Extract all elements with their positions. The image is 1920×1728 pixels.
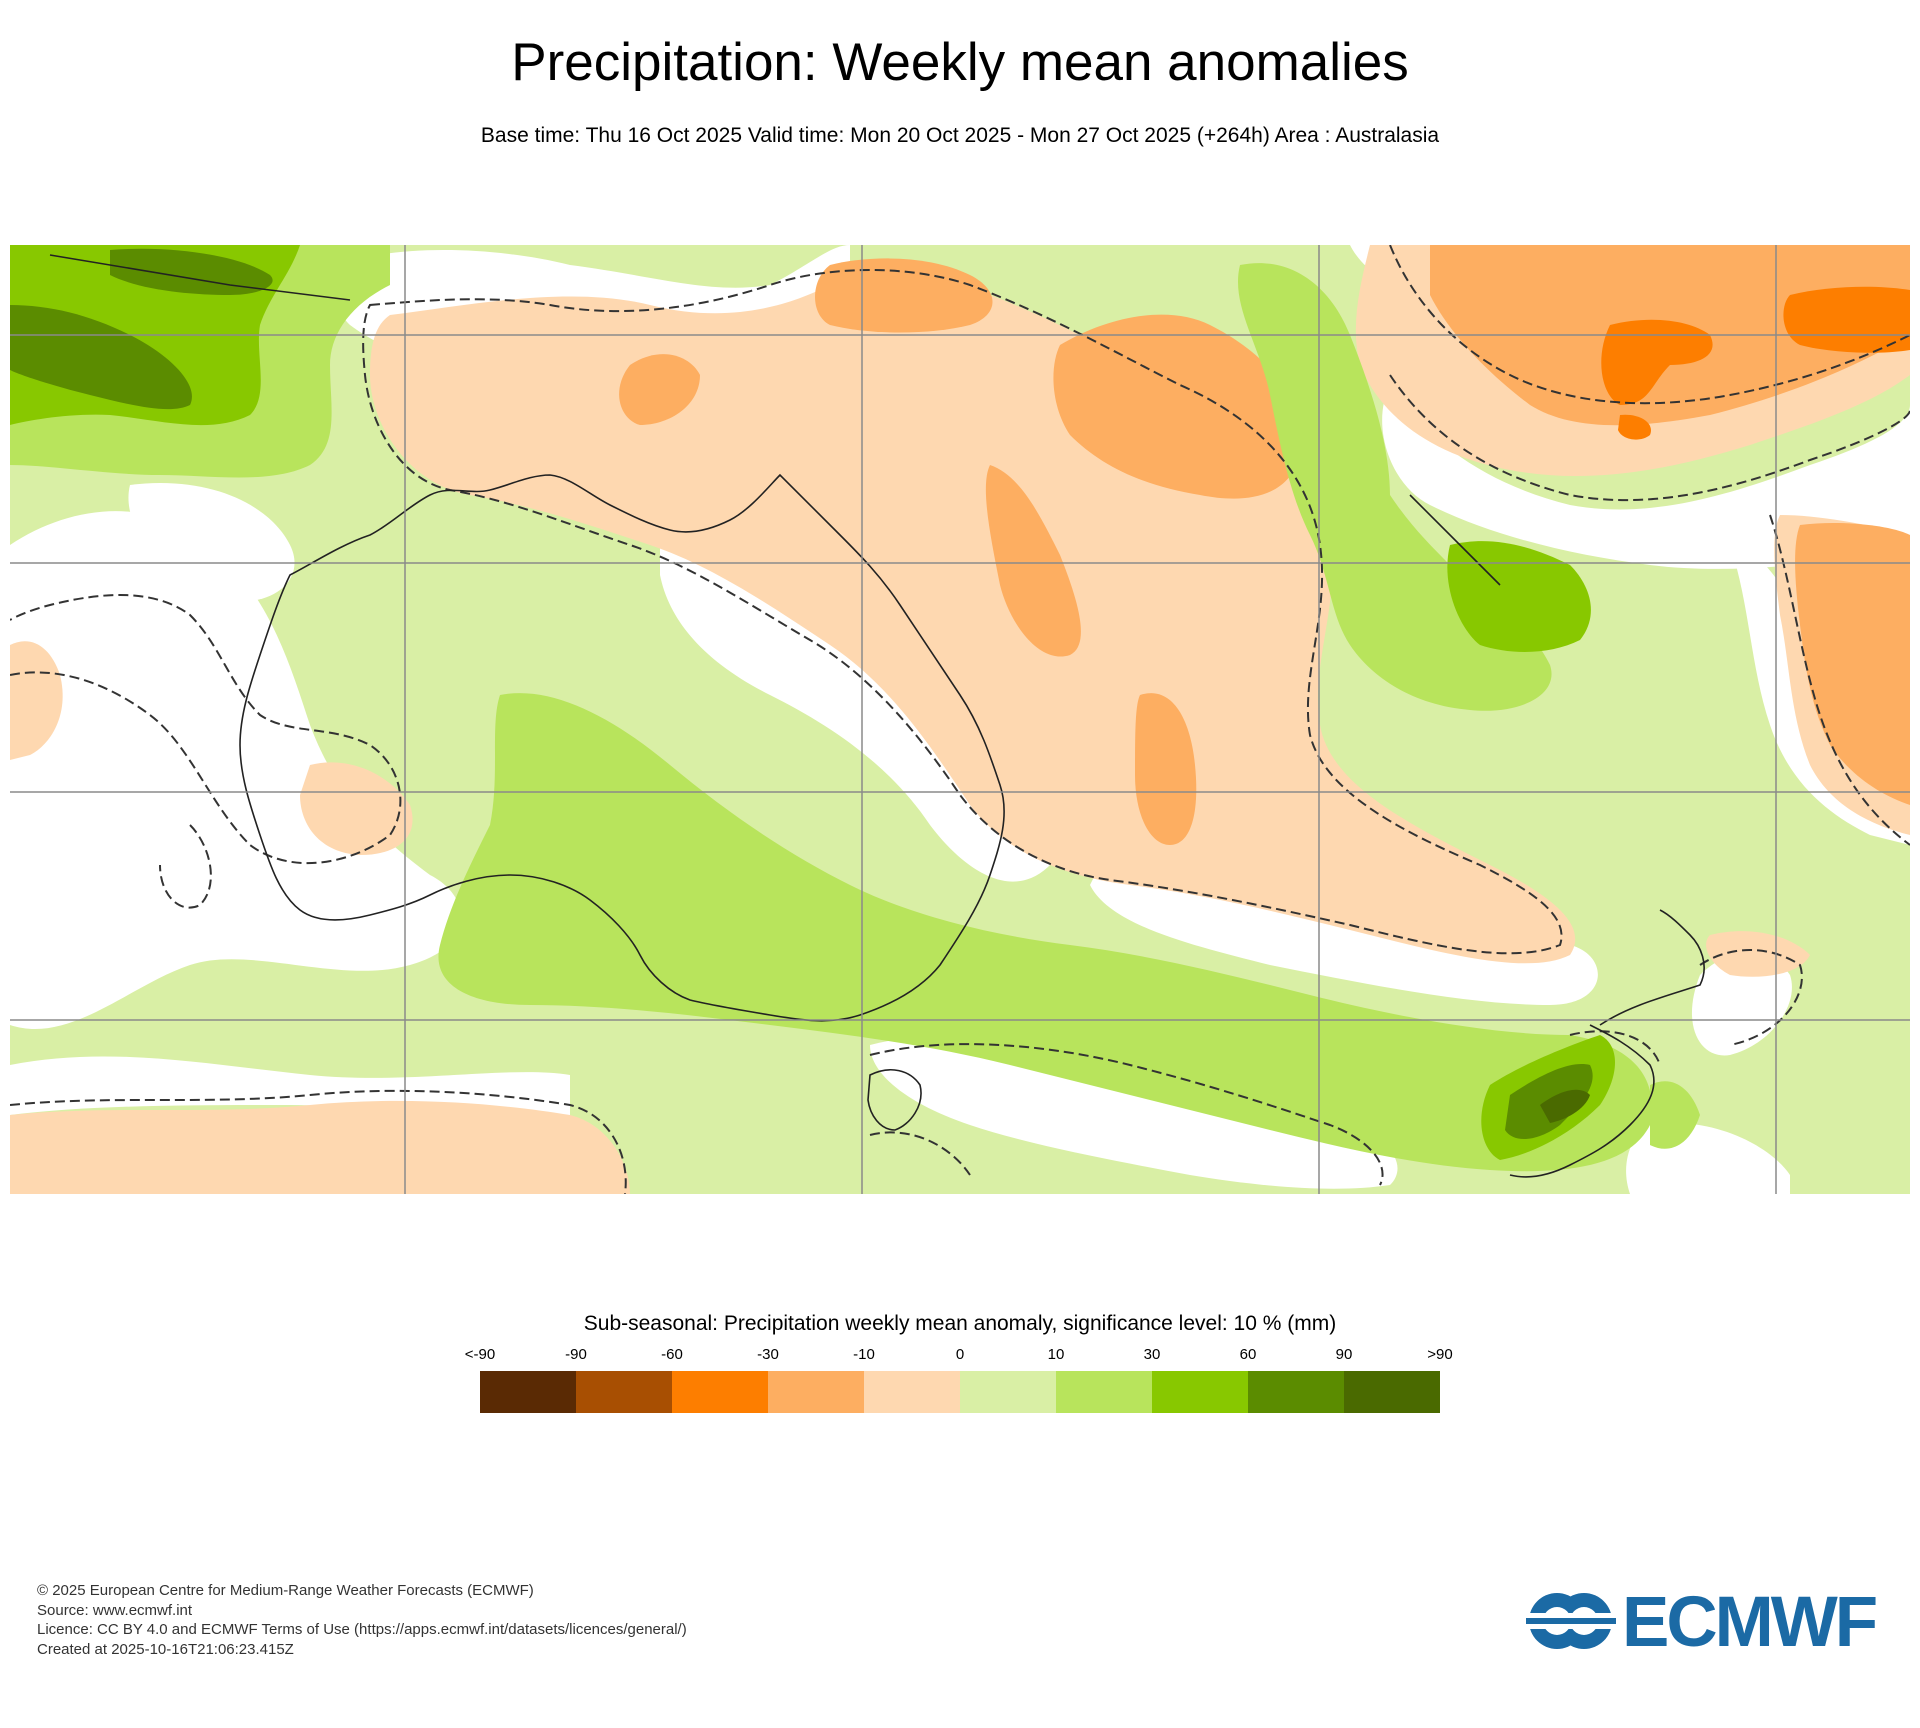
legend-swatch: [672, 1371, 768, 1413]
ecmwf-logo: ECMWF: [1526, 1583, 1884, 1662]
legend-label: 90: [1335, 1346, 1353, 1363]
legend-label: 60: [1239, 1346, 1257, 1363]
orange-areas: [1601, 286, 1910, 440]
darkest-green-areas: [1540, 1089, 1590, 1123]
legend-label: -10: [853, 1346, 875, 1363]
chart-subtitle: Base time: Thu 16 Oct 2025 Valid time: M…: [480, 124, 1440, 147]
legend-swatch: [960, 1371, 1056, 1413]
ecmwf-logo-text: ECMWF: [1622, 1583, 1878, 1662]
legend-label: <-90: [464, 1346, 496, 1363]
legend-label: >90: [1427, 1346, 1453, 1363]
legend-swatch: [1344, 1371, 1440, 1413]
anomaly-map: [10, 245, 1910, 1194]
legend-labels: <-90 -90 -60 -30 -10 0 10 30 60 90 >90: [465, 1346, 1453, 1366]
legend-label: -30: [757, 1346, 779, 1363]
ecmwf-logo-icon: [1526, 1593, 1616, 1649]
footer-created: Created at 2025-10-16T21:06:23.415Z: [37, 1640, 294, 1658]
legend-label: 10: [1047, 1346, 1065, 1363]
grid-lines: [10, 245, 1910, 1194]
legend-swatch: [1248, 1371, 1344, 1413]
chart-title: Precipitation: Weekly mean anomalies: [511, 33, 1409, 92]
footer: © 2025 European Centre for Medium-Range …: [37, 1581, 687, 1659]
legend-color-bar: [480, 1371, 1440, 1413]
legend-swatch: [1056, 1371, 1152, 1413]
coastlines: [49, 254, 1705, 1178]
legend-swatch: [576, 1371, 672, 1413]
legend-swatch: [768, 1371, 864, 1413]
legend-swatch: [1152, 1371, 1248, 1413]
significance-contours: [10, 245, 1910, 1194]
legend-label: -90: [565, 1346, 587, 1363]
legend-swatch: [864, 1371, 960, 1413]
legend-label: -60: [661, 1346, 683, 1363]
legend-title: Sub-seasonal: Precipitation weekly mean …: [583, 1312, 1337, 1335]
legend-label: 30: [1143, 1346, 1161, 1363]
footer-source: Source: www.ecmwf.int: [37, 1601, 193, 1619]
legend-swatch: [480, 1371, 576, 1413]
footer-licence: Licence: CC BY 4.0 and ECMWF Terms of Us…: [37, 1621, 687, 1638]
legend-label: 0: [955, 1346, 965, 1363]
footer-copyright: © 2025 European Centre for Medium-Range …: [37, 1582, 534, 1599]
